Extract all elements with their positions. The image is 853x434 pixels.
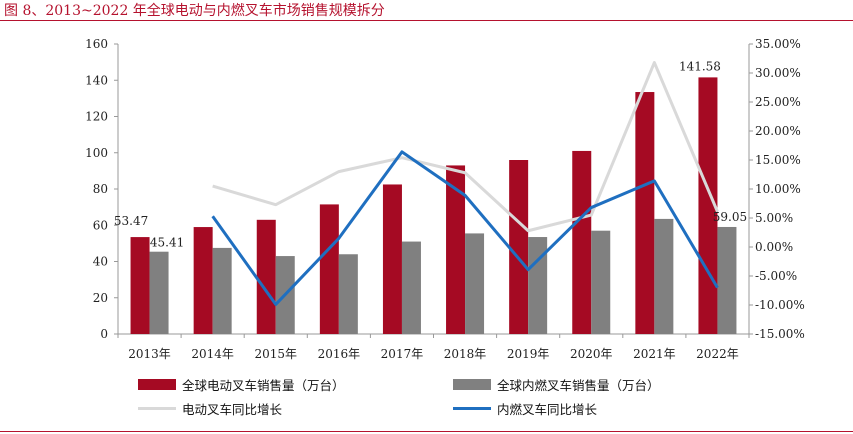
data-label: 59.05 (713, 210, 747, 224)
legend-ice-sales-label: 全球内燃叉车销售量（万台） (497, 378, 660, 393)
legend-electric-sales-label: 全球电动叉车销售量（万台） (182, 378, 345, 393)
legend-electric-growth: 电动叉车同比增长 (138, 399, 282, 418)
bottom-rule (0, 431, 853, 432)
legend-ice-growth-swatch (453, 407, 491, 410)
electric-sales-bar (256, 219, 276, 334)
legend-electric-growth-label: 电动叉车同比增长 (182, 402, 283, 417)
legend-electric-sales: 全球电动叉车销售量（万台） (138, 375, 345, 394)
electric-sales-bar (382, 184, 402, 334)
right-axis-tick-label: -15.00% (755, 327, 805, 341)
electric-sales-bar (446, 165, 466, 334)
x-axis-tick-label: 2015年 (254, 347, 297, 361)
x-axis-tick-label: 2016年 (318, 347, 361, 361)
right-axis-tick-label: 15.00% (755, 153, 801, 167)
x-axis-tick-label: 2019年 (507, 347, 550, 361)
tick-marks (114, 43, 753, 338)
electric-sales-bar (635, 92, 655, 334)
ice-sales-bar (401, 241, 421, 334)
ice-sales-bar (149, 251, 169, 334)
data-label: 141.58 (679, 59, 721, 73)
legend-ice-growth: 内燃叉车同比增长 (453, 399, 597, 418)
legend-ice-sales-swatch (453, 379, 491, 390)
right-axis-tick-label: -5.00% (755, 269, 797, 283)
x-axis-tick-label: 2013年 (128, 347, 171, 361)
left-axis-tick-label: 0 (100, 327, 108, 341)
ice-growth-line (211, 150, 719, 306)
ice-sales-bar (338, 254, 358, 334)
left-axis-tick-label: 140 (85, 73, 108, 87)
electric-sales-bar (572, 150, 592, 334)
legend-electric-growth-swatch (138, 407, 176, 410)
right-axis-tick-label: 5.00% (755, 211, 793, 225)
electric-sales-bar (193, 227, 213, 334)
left-axis-tick-label: 80 (93, 182, 108, 196)
legend-ice-growth-label: 内燃叉车同比增长 (497, 402, 598, 417)
bar-group (130, 77, 737, 334)
title-rule (0, 20, 853, 21)
x-axis-tick-label: 2020年 (570, 347, 613, 361)
legend-ice-sales: 全球内燃叉车销售量（万台） (453, 375, 660, 394)
ice-sales-bar (465, 233, 485, 334)
electric-sales-bar (509, 160, 529, 334)
figure-title: 图 8、2013~2022 年全球电动与内燃叉车市场销售规模拆分 (4, 3, 385, 19)
legend-electric-sales-swatch (138, 379, 176, 390)
left-axis-tick-label: 40 (93, 255, 108, 269)
right-axis-tick-label: -10.00% (755, 298, 805, 312)
left-axis-tick-label: 20 (93, 291, 108, 305)
ice-sales-bar (717, 226, 737, 334)
ice-sales-bar (212, 247, 232, 334)
left-axis-tick-label: 60 (93, 218, 108, 232)
electric-sales-bar (698, 77, 718, 334)
right-axis-tick-label: 30.00% (755, 66, 801, 80)
ice-sales-bar (591, 230, 611, 334)
x-axis-tick-label: 2017年 (381, 347, 424, 361)
electric-growth-line (212, 61, 719, 233)
right-axis-tick-label: 0.00% (755, 240, 793, 254)
x-axis-tick-label: 2022年 (696, 347, 739, 361)
line-group (211, 61, 719, 306)
ice-sales-bar (654, 218, 674, 334)
axis-labels: 0 20 40 60 80 100 120 140 160 -15.00% -10.00% -5.00… (85, 37, 805, 361)
right-axis-tick-label: 25.00% (755, 95, 801, 109)
left-axis-tick-label: 160 (85, 37, 108, 51)
electric-sales-bar (130, 237, 150, 334)
x-axis-tick-label: 2021年 (633, 347, 676, 361)
right-axis-tick-label: 10.00% (755, 182, 801, 196)
left-axis-tick-label: 100 (85, 146, 108, 160)
x-axis-tick-label: 2018年 (444, 347, 487, 361)
right-axis-tick-label: 20.00% (755, 124, 801, 138)
data-label: 53.47 (114, 214, 148, 228)
right-axis-tick-label: 35.00% (755, 37, 801, 51)
ice-sales-bar (528, 237, 548, 334)
data-label: 45.41 (150, 236, 184, 250)
left-axis-tick-label: 120 (85, 110, 108, 124)
x-axis-tick-label: 2014年 (191, 347, 234, 361)
electric-sales-bar (319, 204, 339, 334)
